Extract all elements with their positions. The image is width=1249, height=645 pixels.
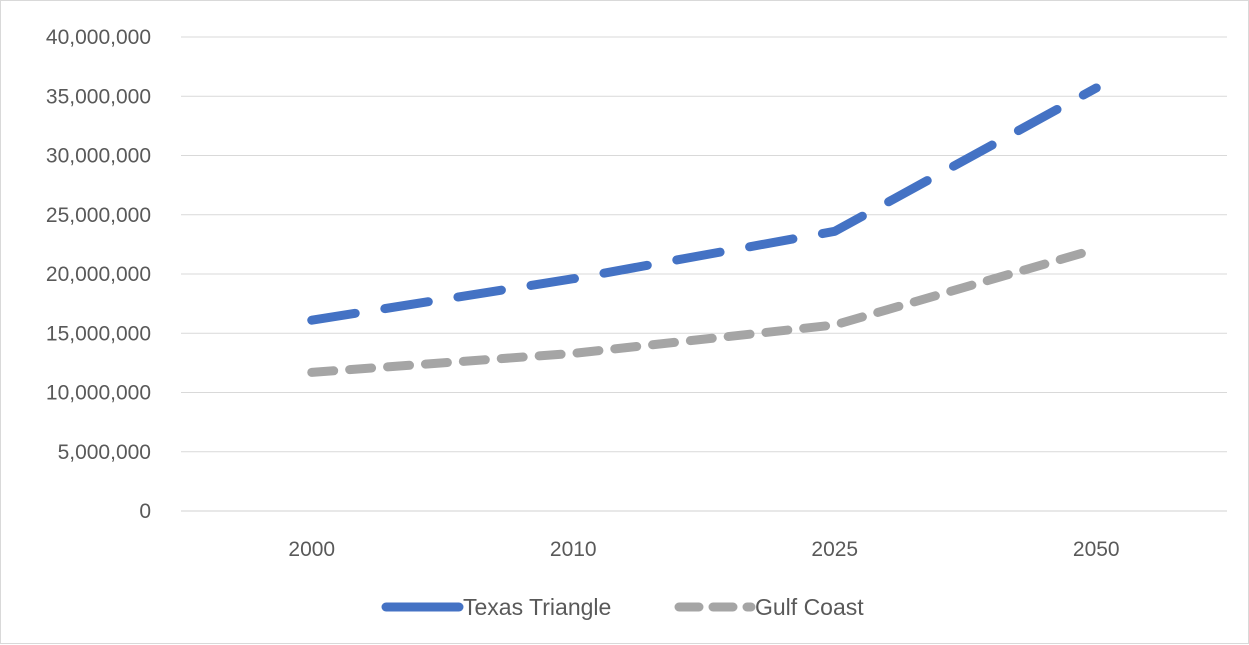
series-line-gulf-coast xyxy=(307,244,1101,377)
y-tick-label: 35,000,000 xyxy=(46,85,151,108)
x-tick-label: 2000 xyxy=(288,538,335,561)
y-tick-label: 10,000,000 xyxy=(46,382,151,405)
y-axis-tick-labels: 0 5,000,000 10,000,000 15,000,000 20,000,000… xyxy=(46,26,151,523)
y-tick-label: 30,000,000 xyxy=(46,145,151,168)
y-tick-label: 40,000,000 xyxy=(46,26,151,49)
legend-label: Texas Triangle xyxy=(463,594,611,620)
series-line-texas-triangle xyxy=(307,83,1101,325)
series-lines xyxy=(307,83,1101,377)
gridlines xyxy=(181,36,1227,512)
y-tick-label: 25,000,000 xyxy=(46,204,151,227)
y-tick-label: 5,000,000 xyxy=(58,441,151,464)
y-tick-label: 20,000,000 xyxy=(46,263,151,286)
y-tick-label: 0 xyxy=(139,500,151,523)
legend-label: Gulf Coast xyxy=(755,594,864,620)
x-axis-tick-labels: 2000 2010 2025 2050 xyxy=(288,538,1119,561)
legend: Texas Triangle Gulf Coast xyxy=(381,594,864,620)
y-tick-label: 15,000,000 xyxy=(46,322,151,345)
x-tick-label: 2025 xyxy=(811,538,858,561)
x-tick-label: 2050 xyxy=(1073,538,1120,561)
x-tick-label: 2010 xyxy=(550,538,597,561)
